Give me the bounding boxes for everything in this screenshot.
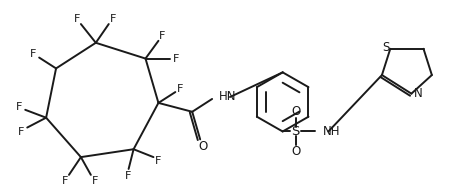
Text: S: S xyxy=(291,125,299,138)
Text: F: F xyxy=(16,102,22,112)
Text: F: F xyxy=(109,14,116,24)
Text: F: F xyxy=(18,127,25,137)
Text: F: F xyxy=(159,31,165,41)
Text: F: F xyxy=(124,171,131,181)
Text: O: O xyxy=(198,140,207,153)
Text: O: O xyxy=(290,105,299,118)
Text: O: O xyxy=(290,145,299,158)
Text: NH: NH xyxy=(322,125,339,138)
Text: F: F xyxy=(155,156,161,166)
Text: S: S xyxy=(382,41,389,54)
Text: F: F xyxy=(173,53,179,63)
Text: F: F xyxy=(177,84,183,94)
Text: N: N xyxy=(413,87,422,100)
Text: F: F xyxy=(74,14,80,24)
Text: F: F xyxy=(91,176,98,186)
Text: HN: HN xyxy=(218,91,236,103)
Text: F: F xyxy=(30,49,36,59)
Text: F: F xyxy=(62,176,68,186)
